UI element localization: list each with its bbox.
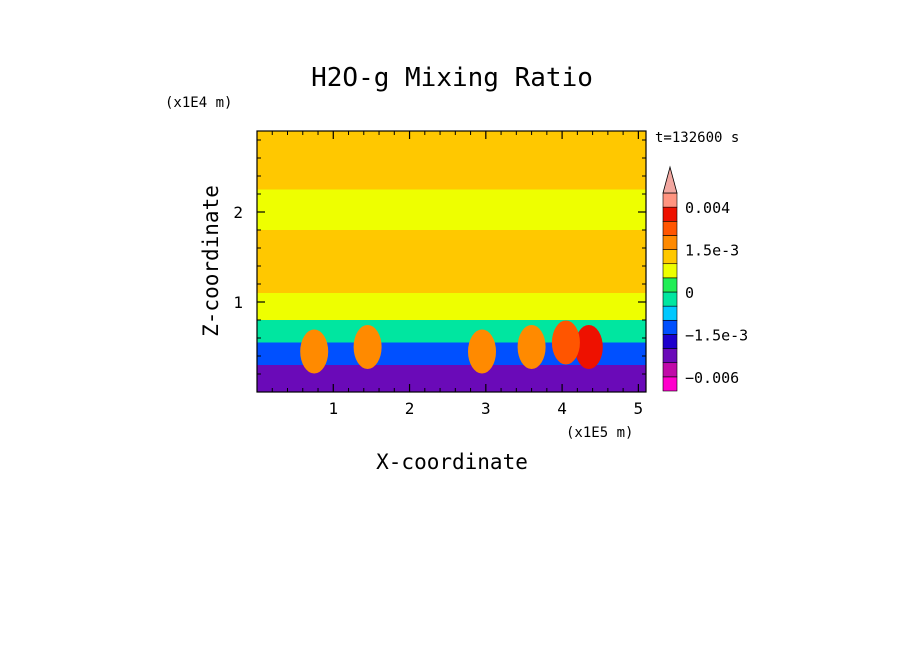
x-tick-label-1: 2	[405, 399, 415, 418]
y-tick-labels: 12	[233, 203, 243, 312]
contour-feature-5	[517, 325, 546, 369]
contour-feature-0	[574, 325, 603, 369]
colorbar-cell-6	[662, 291, 678, 307]
x-tick-label-2: 3	[481, 399, 491, 418]
colorbar-cell-7	[662, 277, 678, 293]
y-unit-label: (x1E4 m)	[165, 95, 232, 111]
time-label: t=132600 s	[655, 130, 739, 146]
colorbar-cell-8	[662, 263, 678, 279]
x-tick-label-4: 5	[634, 399, 644, 418]
contour-feature-7	[334, 145, 363, 189]
contour-feature-2	[468, 329, 497, 374]
colorbar-cell-1	[662, 362, 678, 378]
colorbar-label-2: 0	[685, 284, 694, 302]
y-tick-label-1: 2	[233, 203, 243, 222]
contour-band-1	[257, 189, 646, 208]
colorbar	[662, 165, 678, 392]
contour-band-0	[257, 131, 646, 190]
contour-feature-3	[300, 329, 329, 374]
colorbar-cell-13	[662, 192, 678, 208]
plot-frame	[256, 130, 647, 393]
x-tick-label-3: 4	[557, 399, 567, 418]
colorbar-cell-2	[662, 348, 678, 364]
colorbar-labels: 0.004 1.5e-3 0 −1.5e-3 −0.006	[685, 199, 748, 387]
x-tick-label-0: 1	[328, 399, 338, 418]
y-axis-label: Z-coordinate	[199, 185, 223, 337]
colorbar-cell-9	[662, 249, 678, 265]
colorbar-label-3: −1.5e-3	[685, 326, 748, 344]
contour-feature-1	[551, 320, 580, 365]
contour-band-3	[257, 230, 646, 293]
contour-fill	[257, 131, 646, 392]
contour-band-5	[257, 320, 646, 343]
colorbar-cell-3	[662, 334, 678, 349]
chart-title: H2O-g Mixing Ratio	[311, 63, 593, 93]
x-axis-label: X-coordinate	[376, 450, 528, 474]
colorbar-arrow-top	[662, 165, 678, 194]
y-tick-label-0: 1	[233, 293, 243, 312]
colorbar-cell-5	[662, 305, 678, 321]
x-tick-labels: 1 2 3 4 5	[328, 399, 643, 418]
y-axis-ticks	[257, 139, 646, 375]
colorbar-cell-12	[662, 206, 678, 222]
contour-band-4	[257, 293, 646, 320]
colorbar-cell-0	[662, 376, 678, 392]
contour-band-2	[257, 207, 646, 230]
colorbar-label-4: −0.006	[685, 369, 739, 387]
plot-area	[256, 130, 647, 393]
colorbar-label-0: 0.004	[685, 199, 730, 217]
x-axis-ticks	[271, 131, 639, 392]
colorbar-cell-10	[662, 235, 678, 250]
colorbar-label-1: 1.5e-3	[685, 242, 739, 260]
colorbar-cell-11	[662, 220, 678, 236]
colorbar-cell-4	[662, 319, 678, 335]
contour-feature-6	[506, 145, 535, 189]
contour-feature-4	[353, 325, 382, 369]
x-unit-label: (x1E5 m)	[566, 425, 633, 441]
